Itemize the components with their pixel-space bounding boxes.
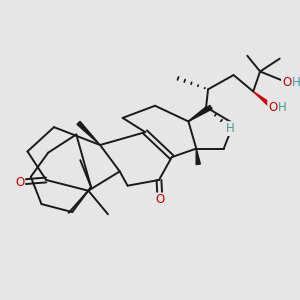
Polygon shape [196,148,200,164]
Text: H: H [278,101,286,114]
Polygon shape [77,122,100,145]
Text: O: O [282,76,291,89]
Text: H: H [292,76,300,89]
Text: O: O [268,101,278,114]
Text: H: H [226,122,235,135]
Polygon shape [253,92,274,109]
Text: O: O [15,176,24,189]
Text: O: O [155,194,165,206]
Polygon shape [188,105,212,122]
